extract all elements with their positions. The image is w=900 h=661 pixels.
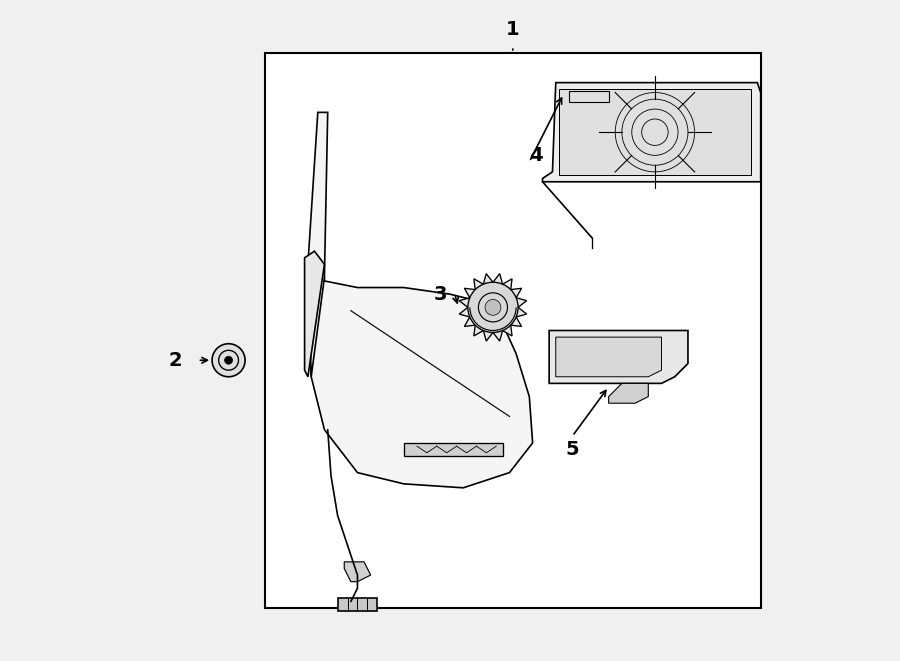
Bar <box>569 91 608 102</box>
Polygon shape <box>459 274 526 341</box>
Polygon shape <box>304 251 324 377</box>
Circle shape <box>212 344 245 377</box>
Polygon shape <box>404 443 503 456</box>
Circle shape <box>485 299 501 315</box>
Polygon shape <box>338 598 377 611</box>
Polygon shape <box>308 278 533 488</box>
FancyBboxPatch shape <box>265 53 760 608</box>
Text: 2: 2 <box>169 351 183 369</box>
Polygon shape <box>556 337 662 377</box>
Polygon shape <box>543 83 760 182</box>
Polygon shape <box>549 330 688 383</box>
Polygon shape <box>559 89 751 175</box>
Polygon shape <box>608 383 648 403</box>
Circle shape <box>225 356 232 364</box>
Text: 1: 1 <box>506 20 519 39</box>
Text: 5: 5 <box>565 440 579 459</box>
Polygon shape <box>308 112 328 377</box>
Polygon shape <box>344 562 371 582</box>
Circle shape <box>468 282 518 332</box>
Text: 3: 3 <box>433 285 446 303</box>
Text: 4: 4 <box>529 146 543 165</box>
